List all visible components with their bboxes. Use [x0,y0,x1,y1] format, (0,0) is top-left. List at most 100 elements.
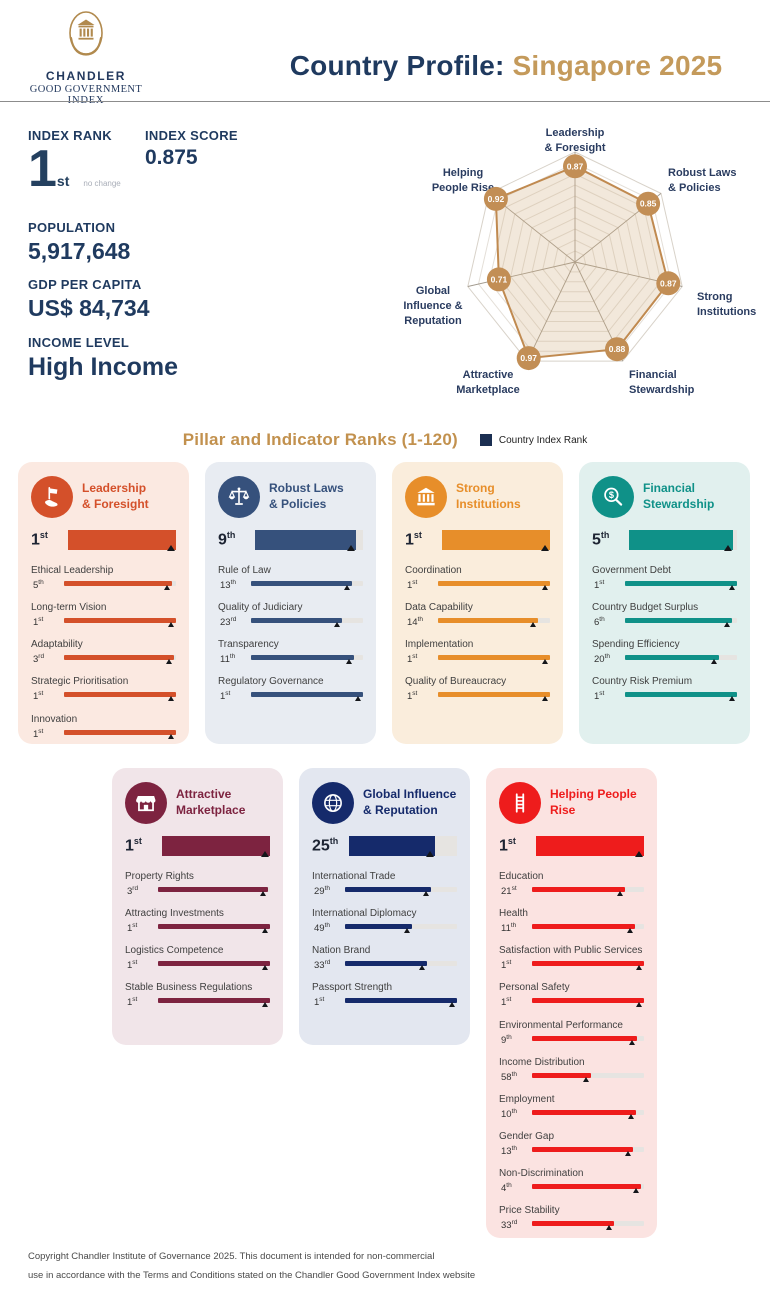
indicator: Attracting Investments 1st [125,908,270,934]
header-divider [0,101,770,102]
indicator-rank: 29th [312,885,340,897]
pillar-rank-suffix: st [39,530,48,540]
indicator-rank: 23rd [218,616,246,628]
temple-in-hands-emblem-icon [69,11,103,56]
indicator-bar [64,692,176,702]
indicator-rank: 1st [31,690,59,702]
indicator-bar [438,692,550,702]
indicator: Environmental Performance 9th [499,1020,644,1046]
indicator-label: Logistics Competence [125,945,224,957]
population-label: POPULATION [28,220,116,235]
indicator-row: 1st [31,616,176,628]
rank-marker-icon [166,659,173,665]
indicator-bar [532,1072,644,1082]
indicator-bar [345,887,457,896]
pillar-cards-row-2: Attractive Marketplace 1st Property Rights… [112,768,657,1238]
indicator-bar [532,998,644,1008]
pillar-rank-bar [68,530,176,551]
pillar-card-header: Helping People Rise [499,781,644,825]
radar-axis-label: Attractive Marketplace [456,369,520,396]
indicator: Stable Business Regulations 1st [125,982,270,1009]
rank-marker-icon [426,851,435,857]
indicator: Rule of Law 13th [218,565,363,591]
pillar-title: Strong Institutions [456,481,521,511]
radar-data-value: 0.71 [491,274,508,284]
rank-marker-icon [636,1002,642,1008]
indicator-row: 3rd [125,885,270,897]
indicator-rank-value: 33 [314,960,325,972]
indicator: Data Capability 14th [405,602,550,628]
indicator-bar [158,887,270,896]
indicator: Logistics Competence 1st [125,945,270,971]
pillar-rank: 1st [125,834,155,855]
rank-marker-icon [582,1076,589,1082]
indicator-bar-fill [532,924,635,930]
rank-marker-icon [636,965,642,971]
pillar-rank-suffix: st [413,530,422,540]
indicator-bar-fill [251,655,354,661]
radar-grid-ring [477,162,673,352]
indicator-row: 1st [405,579,550,591]
radar-grid-ring [520,206,630,313]
indicator: Country Risk Premium 1st [592,676,737,703]
page-title-country: Singapore 2025 [512,50,723,81]
indicator-label: Rule of Law [218,565,271,576]
indicator-rank-value: 9 [501,1034,507,1046]
indicator-row: 1st [31,690,176,703]
indicator-row: 29th [312,885,457,897]
indicator-rank: 58th [499,1071,527,1083]
indicator: International Diplomacy 49th [312,908,457,934]
page-title-prefix: Country Profile: [289,50,505,81]
indicator-label: International Diplomacy [312,908,417,920]
indicator-bar-fill [532,887,626,892]
legend-swatch-icon [479,434,492,446]
indicator-rank-suffix: rd [132,885,139,892]
indicator: Strategic Prioritisation 1st [31,676,176,703]
indicator-row: 13th [499,1145,644,1157]
indicator-label: Data Capability [405,602,473,614]
indicator-rank-value: 1 [314,997,320,1009]
pillar-rank: 1st [499,834,529,855]
indicator-bar [438,581,550,590]
indicator-rank-value: 11 [501,923,511,935]
rank-marker-icon [422,891,429,896]
indicator-row: 13th [218,579,363,591]
indicator-bar-fill [158,998,270,1004]
indicator-rank: 14th [405,616,433,628]
indicator-bar-fill [158,961,270,967]
rank-marker-icon [711,659,718,665]
indicator-row: 1st [499,959,644,971]
rank-marker-icon [542,585,548,590]
indicator-label: Attracting Investments [125,908,224,920]
indicator-row: 58th [499,1071,644,1083]
pillar-card: Global Influence & Reputation 25th Interna… [299,768,470,1045]
flag-hand-icon [31,476,73,518]
indicator-rank-value: 1 [407,654,413,666]
radar-axis-label: Financial Stewardship [629,369,695,396]
indicator-label: Stable Business Regulations [125,982,253,994]
radar-data-value: 0.87 [567,161,584,171]
indicator-row: 49th [312,922,457,934]
pillar-card-header: Attractive Marketplace [125,781,270,825]
indicator-rank-suffix: th [511,1145,517,1153]
rank-marker-icon [168,696,174,702]
pillar-rank-row: 1st [405,528,550,551]
indicator-bar-fill [625,655,720,661]
indicator-label: Income Distribution [499,1056,585,1068]
indicator-row: 20th [592,653,737,665]
legend-label: Country Index Rank [498,434,588,446]
indicator: Nation Brand 33rd [312,945,457,971]
radar-axis-label: Helping People Rise [432,167,494,194]
indicator-rank: 33rd [499,1219,527,1231]
indicator-bar [64,618,176,628]
pillar-card: Leadership & Foresight 1st Ethical Leaders… [18,462,189,744]
indicator: Innovation 1st [31,714,176,740]
indicator-bar-fill [532,961,644,967]
indicator: Personal Safety 1st [499,982,644,1009]
indicator-rank-value: 6 [594,617,600,629]
rank-marker-icon [729,696,735,702]
radar-axis-label: Strong Institutions [697,291,756,318]
indicator-label: Adaptability [31,639,83,651]
indicator-bar [158,961,270,971]
indicator: Quality of Bureaucracy 1st [405,676,550,703]
